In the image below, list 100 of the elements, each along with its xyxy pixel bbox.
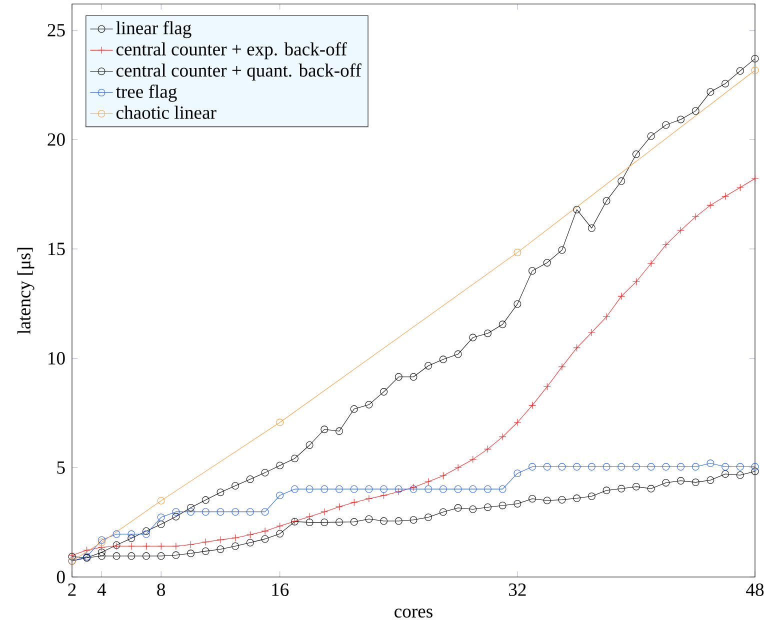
point bbox=[602, 313, 610, 320]
point bbox=[662, 121, 670, 129]
point bbox=[573, 344, 581, 352]
point bbox=[112, 530, 120, 538]
point bbox=[528, 267, 536, 275]
point bbox=[320, 485, 328, 493]
point bbox=[128, 530, 136, 538]
legend-label: tree flag bbox=[116, 84, 177, 102]
point bbox=[454, 350, 462, 358]
point bbox=[722, 192, 730, 200]
point bbox=[677, 226, 684, 234]
point bbox=[157, 520, 165, 528]
point bbox=[142, 552, 150, 560]
point bbox=[172, 512, 180, 520]
point bbox=[543, 383, 551, 390]
point bbox=[128, 542, 136, 550]
point bbox=[514, 470, 522, 478]
point bbox=[365, 494, 373, 502]
x-axis-title: cores bbox=[394, 608, 432, 618]
point bbox=[573, 206, 581, 214]
point bbox=[588, 463, 596, 470]
point bbox=[202, 538, 210, 546]
point bbox=[424, 514, 432, 522]
point bbox=[677, 463, 684, 470]
y-tick-label: 5 bbox=[57, 461, 65, 474]
point bbox=[261, 508, 269, 516]
point bbox=[410, 373, 418, 381]
point bbox=[706, 201, 714, 209]
point bbox=[558, 363, 566, 371]
point bbox=[439, 485, 447, 493]
point bbox=[291, 454, 298, 462]
point bbox=[98, 538, 106, 546]
point bbox=[543, 259, 551, 266]
point bbox=[618, 463, 626, 470]
point bbox=[439, 472, 447, 480]
y-tick-label: 25 bbox=[48, 24, 65, 36]
point bbox=[528, 463, 536, 470]
point bbox=[112, 552, 120, 560]
point bbox=[498, 502, 506, 510]
point bbox=[276, 522, 284, 530]
point bbox=[350, 498, 358, 506]
point bbox=[320, 518, 328, 526]
legend-label: central counter + quant. back-off bbox=[116, 63, 362, 80]
point bbox=[454, 464, 462, 472]
point bbox=[187, 508, 194, 516]
point bbox=[187, 550, 194, 558]
point bbox=[216, 508, 224, 516]
point bbox=[128, 534, 136, 542]
point bbox=[142, 527, 150, 535]
point bbox=[706, 88, 714, 96]
point bbox=[751, 174, 759, 182]
point bbox=[157, 496, 165, 504]
point bbox=[677, 477, 684, 484]
point bbox=[588, 492, 596, 500]
point bbox=[216, 488, 224, 496]
x-tick-label: 4 bbox=[97, 583, 106, 596]
point bbox=[424, 478, 432, 486]
point bbox=[336, 518, 343, 526]
point bbox=[306, 512, 314, 520]
point bbox=[98, 544, 106, 551]
point bbox=[142, 542, 150, 550]
point bbox=[172, 508, 180, 516]
x-tick-label: 32 bbox=[509, 583, 526, 596]
point bbox=[306, 441, 314, 449]
point bbox=[543, 496, 551, 504]
point bbox=[394, 517, 402, 525]
point bbox=[232, 534, 240, 542]
point bbox=[350, 485, 358, 493]
point bbox=[336, 485, 343, 493]
point bbox=[602, 486, 610, 494]
point bbox=[202, 496, 210, 504]
point bbox=[261, 535, 269, 543]
point bbox=[202, 508, 210, 516]
point bbox=[602, 463, 610, 470]
point bbox=[187, 540, 194, 548]
point bbox=[706, 476, 714, 484]
point bbox=[216, 546, 224, 553]
point bbox=[439, 508, 447, 516]
point bbox=[736, 184, 744, 192]
point bbox=[751, 468, 759, 476]
point bbox=[276, 462, 284, 470]
point bbox=[588, 224, 596, 232]
point bbox=[380, 492, 388, 500]
point bbox=[618, 292, 626, 300]
point bbox=[751, 463, 759, 470]
point bbox=[172, 551, 180, 559]
point bbox=[573, 463, 581, 470]
point bbox=[618, 177, 626, 185]
point bbox=[692, 463, 700, 470]
point bbox=[662, 241, 670, 249]
point bbox=[528, 402, 536, 410]
point bbox=[662, 479, 670, 486]
point bbox=[380, 388, 388, 396]
point bbox=[246, 476, 254, 483]
point bbox=[157, 552, 165, 560]
point bbox=[142, 530, 150, 538]
point bbox=[514, 418, 522, 426]
point bbox=[291, 485, 298, 493]
point bbox=[469, 505, 477, 513]
point bbox=[394, 373, 402, 381]
